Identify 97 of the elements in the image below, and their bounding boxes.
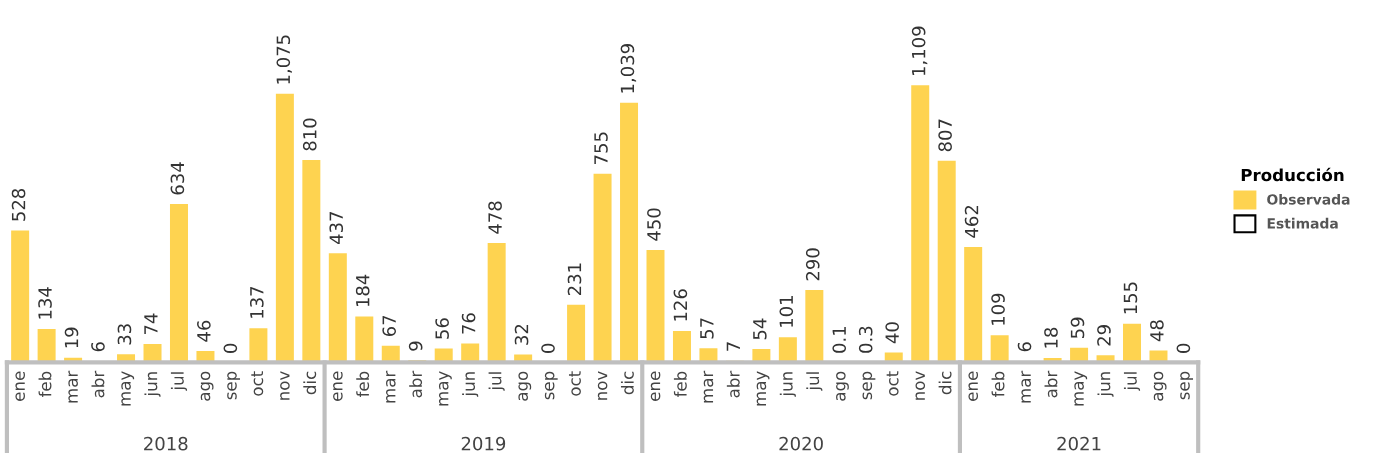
data-label: 40 — [885, 322, 899, 344]
x-tick-label: abr — [91, 370, 105, 398]
x-tick-label: feb — [356, 371, 370, 398]
x-tick-label: mar — [703, 370, 714, 403]
x-tick-label: ene — [333, 371, 343, 401]
data-label: 0 — [541, 343, 555, 353]
x-tick-label: dic — [938, 371, 952, 395]
data-label: 478 — [488, 201, 502, 234]
data-label: 56 — [435, 318, 449, 339]
data-label: 155 — [1123, 282, 1138, 314]
x-tick-label: sep — [544, 371, 558, 400]
x-tick-label: sep — [227, 371, 240, 400]
x-tick-label: ene — [968, 371, 979, 401]
legend-title: Producción — [1241, 167, 1344, 182]
x-tick-label: ago — [200, 371, 214, 401]
data-label: 462 — [964, 206, 979, 238]
legend-label: Observada — [1267, 193, 1350, 205]
data-label: 231 — [567, 263, 582, 296]
x-tick-label: jun — [779, 372, 796, 397]
x-tick-label: jul — [1123, 372, 1141, 391]
x-tick-label: mar — [386, 370, 396, 403]
data-label: 134 — [38, 287, 52, 319]
data-label: 48 — [1150, 320, 1164, 342]
data-label: 29 — [1097, 325, 1111, 346]
x-tick-label: mar — [1021, 370, 1031, 403]
x-tick-label: ago — [836, 371, 849, 401]
x-tick-label: may — [1074, 371, 1088, 406]
text: 2018 — [144, 436, 188, 451]
x-tick-label: ago — [1153, 371, 1167, 401]
x-tick-label: feb — [38, 371, 52, 398]
x-tick-label: ene — [15, 371, 25, 401]
data-label: 101 — [779, 296, 794, 327]
x-tick-label: dic — [303, 371, 317, 395]
data-label: 59 — [1070, 317, 1085, 338]
x-tick-label: nov — [280, 371, 290, 400]
x-tick-label: abr — [1044, 370, 1058, 398]
x-tick-label: nov — [915, 371, 926, 400]
x-tick-label: jun — [1097, 372, 1114, 397]
data-label: 437 — [329, 211, 344, 245]
text: 2019 — [461, 436, 506, 451]
x-tick-label: jun — [144, 372, 161, 397]
data-label: 184 — [355, 274, 370, 307]
data-label: 67 — [382, 315, 397, 337]
x-tick-label: ago — [518, 371, 532, 401]
x-tick-label: jul — [170, 372, 188, 391]
data-label: 290 — [805, 248, 820, 281]
x-tick-label: abr — [409, 370, 423, 398]
data-label: 1,109 — [911, 26, 928, 76]
data-label: 18 — [1044, 327, 1058, 348]
data-label: 1,075 — [276, 35, 292, 84]
x-tick-label: mar — [68, 370, 78, 403]
x-tick-label: feb — [673, 371, 687, 398]
data-label: 6 — [1017, 342, 1032, 352]
data-label: 755 — [594, 132, 608, 164]
data-label: 6 — [91, 342, 105, 352]
x-tick-label: may — [438, 371, 452, 406]
x-tick-label: jun — [462, 372, 479, 397]
x-tick-label: oct — [251, 371, 264, 396]
data-label: 0.1 — [832, 326, 847, 353]
data-label: 810 — [302, 118, 317, 151]
data-label: 109 — [991, 293, 1005, 325]
data-label: 634 — [170, 162, 185, 195]
data-label: 0 — [1176, 343, 1191, 353]
data-label: 33 — [117, 324, 132, 345]
x-tick-label: ene — [650, 371, 661, 401]
data-label: 19 — [64, 327, 79, 348]
data-label: 807 — [938, 119, 952, 152]
x-tick-label: sep — [862, 371, 876, 400]
x-tick-label: may — [121, 371, 135, 406]
x-tick-label: sep — [1180, 371, 1194, 400]
data-label: 7 — [726, 342, 740, 351]
x-tick-label: oct — [568, 371, 581, 396]
text: 2021 — [1057, 436, 1101, 451]
x-tick-label: dic — [620, 371, 634, 395]
data-label: 32 — [514, 324, 529, 345]
data-label: 0 — [223, 343, 238, 353]
x-tick-label: jul — [806, 372, 823, 391]
data-label: 528 — [11, 188, 26, 221]
data-label: 1,039 — [620, 44, 637, 93]
data-label: 46 — [197, 320, 211, 342]
x-tick-label: feb — [991, 371, 1005, 398]
x-tick-label: jul — [488, 372, 505, 391]
data-label: 450 — [647, 208, 661, 241]
data-label: 76 — [461, 313, 476, 334]
data-label: 57 — [700, 318, 714, 339]
x-tick-label: nov — [597, 371, 608, 400]
x-tick-label: abr — [726, 370, 740, 398]
data-label: 0.3 — [858, 326, 873, 353]
legend-label: Estimada — [1267, 217, 1338, 229]
text: 2020 — [779, 436, 823, 451]
x-tick-label: may — [756, 371, 770, 406]
data-label: 126 — [673, 289, 688, 321]
x-tick-label: oct — [886, 371, 899, 396]
data-label: 9 — [408, 341, 423, 351]
data-label: 137 — [249, 286, 264, 318]
data-label: 54 — [753, 318, 767, 340]
data-label: 74 — [144, 313, 158, 335]
